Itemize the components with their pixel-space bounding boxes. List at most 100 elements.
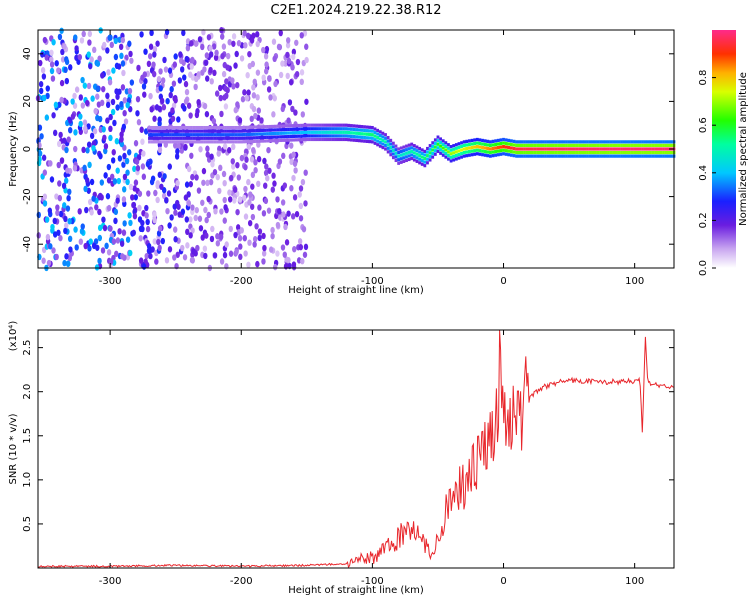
noise-cell [278, 71, 284, 79]
ridge-cell [381, 131, 385, 135]
noise-cell [42, 169, 48, 176]
ridge-cell [667, 147, 671, 151]
noise-cell [79, 228, 85, 235]
ridge-cell [596, 150, 600, 155]
noise-cell [36, 232, 41, 239]
ridge-cell [370, 125, 374, 130]
ridge-cell [155, 125, 159, 130]
ridge-cell [567, 140, 571, 144]
ridge-cell [656, 143, 660, 148]
noise-cell [237, 117, 243, 124]
noise-cell [126, 97, 132, 104]
noise-cell [121, 229, 127, 236]
ridge-cell [200, 129, 204, 133]
noise-cell [124, 157, 130, 165]
noise-cell [277, 207, 282, 215]
ridge-cell [475, 145, 479, 149]
noise-cell [77, 53, 83, 61]
noise-cell [149, 29, 154, 37]
noise-cell [190, 204, 195, 211]
ridge-cell [549, 147, 553, 151]
noise-cell [214, 90, 220, 97]
colorbar-tick-label: 0.6 [698, 117, 709, 133]
ridge-cell [648, 147, 652, 151]
noise-cell [124, 54, 129, 61]
noise-cell [303, 200, 308, 207]
noise-cell [115, 104, 120, 111]
ridge-cell [169, 125, 172, 130]
ridge-cell [449, 159, 453, 163]
spectrogram-xtick-label: 0 [500, 276, 506, 287]
ridge-cell [357, 124, 361, 128]
noise-cell [168, 91, 173, 99]
ridge-cell [292, 134, 296, 138]
noise-cell [85, 147, 90, 154]
noise-cell [243, 42, 248, 49]
noise-cell [113, 217, 118, 225]
ridge-cell [363, 139, 366, 143]
ridge-cell [273, 131, 277, 136]
ridge-cell [297, 127, 301, 131]
noise-cell [77, 208, 82, 215]
ridge-cell [565, 154, 568, 158]
noise-cell [264, 68, 269, 75]
noise-cell [255, 94, 260, 101]
ridge-cell [166, 125, 170, 130]
ridge-cell [336, 134, 340, 138]
ridge-cell [211, 133, 214, 137]
noise-cell [203, 206, 208, 214]
noise-cell [137, 190, 143, 197]
ridge-cell [195, 129, 199, 133]
ridge-cell [231, 125, 235, 130]
ridge-cell [161, 125, 164, 130]
ridge-cell [570, 154, 574, 158]
ridge-cell [604, 140, 608, 144]
noise-cell [189, 40, 194, 47]
noise-cell [61, 182, 67, 190]
noise-cell [128, 249, 133, 257]
ridge-cell [373, 134, 377, 138]
noise-cell [141, 150, 146, 157]
noise-cell [159, 183, 164, 190]
noise-cell [170, 115, 176, 122]
noise-cell [155, 182, 160, 190]
noise-cell [201, 29, 206, 36]
noise-cell [122, 220, 127, 227]
ridge-cell [365, 129, 369, 133]
ridge-cell [229, 140, 233, 144]
ridge-cell [415, 156, 419, 160]
ridge-cell [402, 156, 406, 160]
ridge-cell [528, 147, 532, 151]
ridge-cell [334, 127, 338, 131]
spectrogram-cells [35, 26, 676, 272]
noise-cell [106, 69, 111, 76]
ridge-cell [407, 147, 411, 151]
ridge-cell [255, 136, 259, 140]
noise-cell [249, 156, 255, 163]
ridge-cell [344, 137, 348, 142]
noise-cell [200, 43, 205, 51]
noise-cell [300, 178, 306, 186]
ridge-cell [234, 133, 238, 137]
ridge-cell [258, 136, 262, 140]
noise-cell [122, 186, 127, 193]
ridge-cell [625, 140, 629, 144]
ridge-cell [190, 133, 193, 137]
ridge-cell [423, 149, 427, 153]
noise-cell [167, 67, 173, 74]
noise-cell [180, 66, 185, 73]
noise-cell [227, 196, 233, 203]
ridge-cell [465, 146, 469, 151]
noise-cell [56, 140, 62, 148]
noise-cell [167, 222, 172, 229]
ridge-cell [578, 147, 581, 151]
noise-cell [272, 55, 277, 63]
noise-cell [67, 254, 73, 262]
noise-cell [255, 260, 260, 268]
noise-cell [99, 179, 105, 186]
noise-cell [232, 197, 237, 204]
ridge-cell [205, 140, 209, 144]
ridge-cell [315, 123, 319, 127]
ridge-cell [378, 130, 382, 134]
noise-cell [115, 237, 121, 244]
